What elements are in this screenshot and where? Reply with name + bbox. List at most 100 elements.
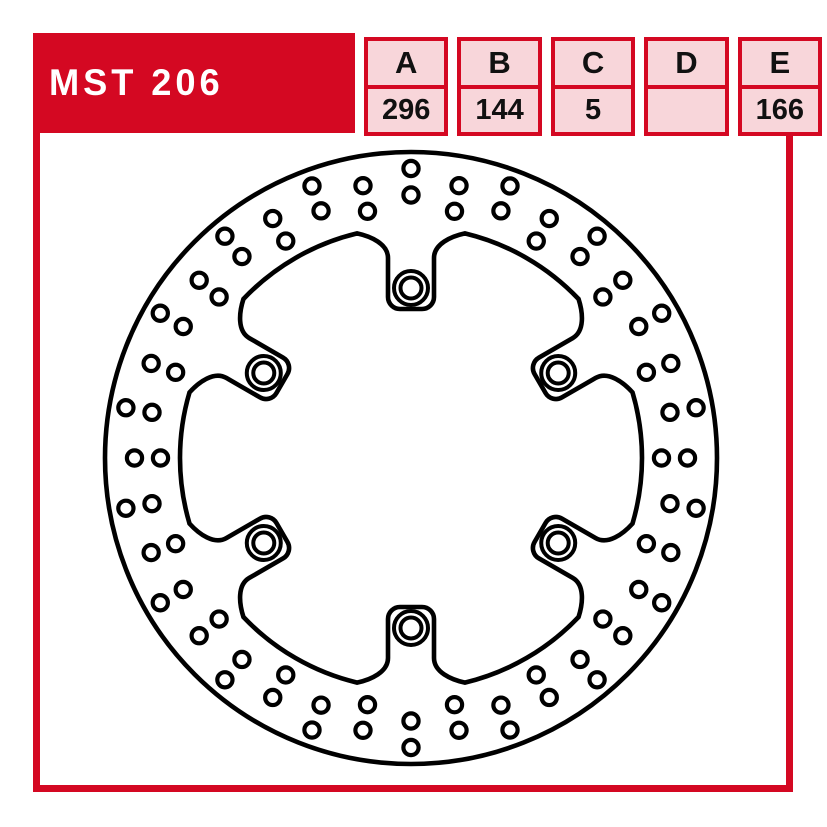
- drill-hole: [141, 542, 161, 563]
- bolt-washer: [244, 354, 283, 392]
- spec-column-c-separator: [554, 84, 632, 89]
- drill-hole: [401, 737, 421, 758]
- drill-hole: [189, 626, 209, 646]
- drill-hole: [401, 185, 421, 205]
- drill-hole: [651, 448, 672, 468]
- spec-column-e: E 166: [737, 37, 823, 136]
- drill-hole: [660, 402, 680, 423]
- drawing-panel: [33, 133, 793, 792]
- spec-column-a: A 296: [364, 37, 449, 136]
- bolt-hole: [398, 615, 424, 641]
- drill-hole: [173, 579, 193, 600]
- drill-hole: [401, 158, 421, 179]
- drill-hole: [232, 649, 252, 670]
- spec-column-b-separator: [461, 84, 538, 89]
- bolt-washer: [539, 524, 578, 562]
- drill-hole: [570, 649, 590, 670]
- drill-hole: [302, 176, 322, 196]
- disc-inner-boundary: [177, 231, 645, 685]
- spec-column-a-separator: [368, 84, 445, 89]
- drill-hole: [570, 246, 590, 267]
- drill-hole: [311, 201, 331, 221]
- drill-hole: [539, 208, 559, 229]
- drill-hole: [189, 270, 209, 290]
- spec-table: A 296 B 144 C 5 D E 166: [364, 37, 823, 136]
- drill-hole: [593, 609, 613, 629]
- spec-column-d-separator: [648, 84, 725, 89]
- drill-hole: [141, 353, 161, 374]
- spec-value-c: 5: [554, 88, 632, 132]
- bolt-washer: [392, 609, 430, 647]
- bolt-hole: [545, 530, 571, 556]
- drill-hole: [353, 175, 373, 196]
- spec-header-b: B: [461, 41, 538, 85]
- drill-hole: [401, 711, 421, 731]
- drill-hole: [353, 720, 373, 741]
- drill-hole: [652, 593, 672, 613]
- drill-hole: [263, 687, 283, 708]
- drill-hole: [302, 720, 322, 740]
- drill-hole: [150, 448, 171, 468]
- drill-hole: [311, 695, 331, 715]
- drill-hole: [636, 533, 657, 554]
- drill-hole: [613, 626, 633, 646]
- drill-hole: [165, 533, 186, 554]
- drill-hole: [232, 246, 252, 267]
- drill-hole: [593, 287, 613, 307]
- product-code: MST 206: [49, 62, 224, 103]
- drill-hole: [491, 695, 511, 715]
- drill-hole: [173, 316, 193, 337]
- drill-hole: [215, 670, 235, 690]
- drill-hole: [629, 316, 649, 337]
- drill-hole: [150, 303, 170, 323]
- bolt-hole: [545, 360, 571, 386]
- spec-header-e: E: [741, 41, 819, 85]
- drill-hole: [142, 402, 162, 423]
- disc-outer-edge: [102, 149, 720, 767]
- drill-hole: [491, 201, 511, 221]
- drill-hole: [209, 287, 229, 307]
- spec-column-c: C 5: [550, 37, 636, 136]
- spec-header-c: C: [554, 41, 632, 85]
- spec-value-d: [648, 88, 725, 132]
- drill-hole: [276, 665, 296, 685]
- spec-header-a: A: [368, 41, 445, 85]
- drill-hole: [629, 579, 649, 600]
- drill-hole: [276, 231, 296, 251]
- drill-hole: [526, 231, 546, 251]
- drill-hole: [613, 270, 633, 290]
- drill-hole: [539, 687, 559, 708]
- drill-hole: [500, 720, 520, 740]
- drill-hole: [686, 398, 706, 418]
- drill-hole: [661, 353, 681, 374]
- bolt-washer: [392, 269, 430, 307]
- spec-header-d: D: [648, 41, 725, 85]
- drill-hole: [636, 362, 657, 383]
- spec-value-a: 296: [368, 88, 445, 132]
- drill-hole: [444, 201, 465, 222]
- drill-hole: [263, 208, 283, 229]
- drill-hole: [357, 694, 378, 715]
- drill-hole: [124, 448, 145, 468]
- drill-hole: [677, 448, 698, 468]
- bolt-washer: [539, 354, 578, 392]
- drill-hole: [449, 720, 469, 741]
- drill-hole: [142, 493, 162, 514]
- product-code-block: MST 206: [33, 33, 355, 133]
- drill-hole: [661, 542, 681, 563]
- bolt-hole: [398, 275, 424, 301]
- bolt-hole: [251, 530, 277, 556]
- drill-hole: [357, 201, 378, 222]
- drill-hole: [526, 665, 546, 685]
- drill-hole: [587, 670, 607, 690]
- drill-hole: [116, 398, 136, 418]
- drill-hole: [165, 362, 186, 383]
- drill-hole: [500, 176, 520, 196]
- spec-column-d: D: [644, 37, 729, 136]
- drill-hole: [660, 493, 680, 514]
- drill-hole: [209, 609, 229, 629]
- drill-hole: [116, 498, 136, 518]
- spec-column-b: B 144: [457, 37, 542, 136]
- spec-value-e: 166: [741, 88, 819, 132]
